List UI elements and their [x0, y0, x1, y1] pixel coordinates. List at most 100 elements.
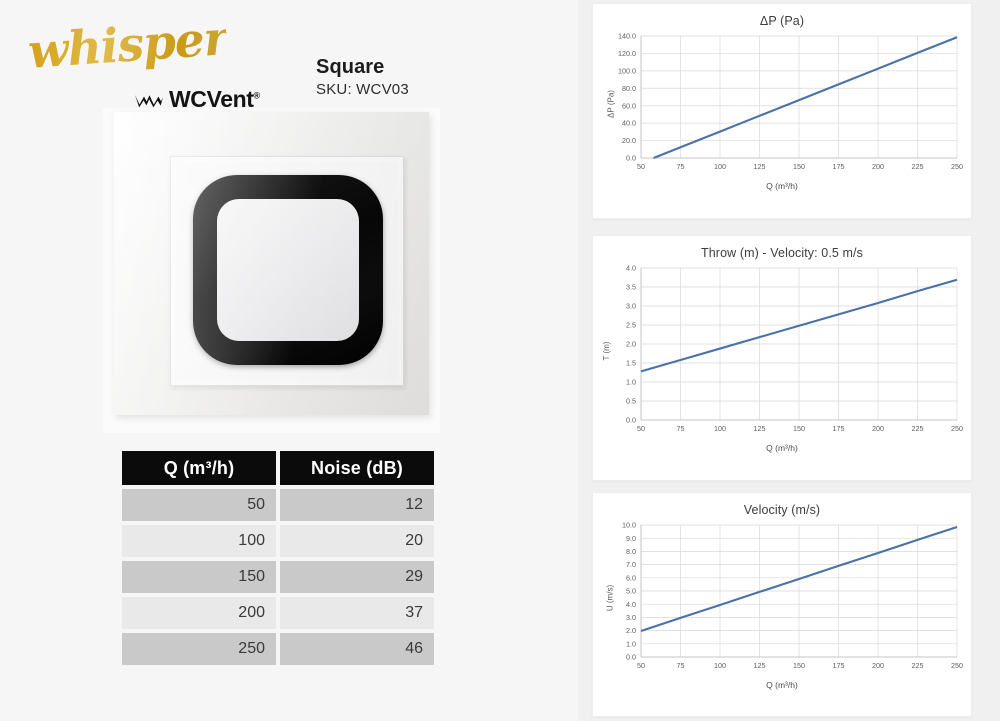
svg-text:50: 50 — [637, 162, 645, 171]
svg-text:225: 225 — [912, 661, 924, 670]
svg-text:175: 175 — [833, 661, 845, 670]
svg-text:100: 100 — [714, 162, 726, 171]
svg-text:50: 50 — [637, 424, 645, 433]
svg-text:250: 250 — [951, 162, 963, 171]
svg-text:2.0: 2.0 — [626, 340, 636, 349]
table-row: 250 46 — [122, 633, 434, 665]
cell-noise: 12 — [280, 489, 434, 521]
svg-text:8.0: 8.0 — [626, 547, 636, 556]
cell-flow: 50 — [122, 489, 276, 521]
svg-text:9.0: 9.0 — [626, 534, 636, 543]
svg-text:40.0: 40.0 — [622, 119, 636, 128]
cell-flow: 150 — [122, 561, 276, 593]
x-axis-label: Q (m³/h) — [766, 443, 798, 453]
svg-text:3.5: 3.5 — [626, 283, 636, 292]
table-row: 150 29 — [122, 561, 434, 593]
svg-text:100: 100 — [714, 424, 726, 433]
svg-text:0.0: 0.0 — [626, 653, 636, 662]
cell-flow: 100 — [122, 525, 276, 557]
product-image — [103, 108, 440, 433]
svg-text:125: 125 — [754, 424, 766, 433]
svg-text:50: 50 — [637, 661, 645, 670]
svg-text:60.0: 60.0 — [622, 101, 636, 110]
svg-text:3.0: 3.0 — [626, 613, 636, 622]
chart-card-velocity: Velocity (m/s) U (m/s) 0.0 1.0 2.0 3.0 4.0 5.… — [592, 492, 972, 717]
brand-script-name: whisper — [26, 11, 230, 80]
svg-text:200: 200 — [872, 162, 884, 171]
x-axis-label: Q (m³/h) — [766, 181, 798, 191]
product-sku: SKU: WCV03 — [316, 81, 409, 98]
svg-text:225: 225 — [912, 162, 924, 171]
svg-text:125: 125 — [754, 661, 766, 670]
svg-text:0.5: 0.5 — [626, 397, 636, 406]
svg-text:4.0: 4.0 — [626, 264, 636, 273]
svg-text:75: 75 — [677, 661, 685, 670]
brand-wordmark-text: WCVent — [169, 86, 254, 112]
svg-text:4.0: 4.0 — [626, 600, 636, 609]
chart-title: Velocity (m/s) — [743, 503, 821, 517]
svg-text:140.0: 140.0 — [618, 32, 636, 41]
y-axis-label: U (m/s) — [605, 584, 615, 612]
svg-text:200: 200 — [872, 424, 884, 433]
svg-text:75: 75 — [677, 424, 685, 433]
svg-text:150: 150 — [793, 162, 805, 171]
svg-text:120.0: 120.0 — [618, 49, 636, 58]
svg-text:225: 225 — [912, 424, 924, 433]
svg-text:125: 125 — [754, 162, 766, 171]
svg-text:150: 150 — [793, 661, 805, 670]
svg-text:0.0: 0.0 — [626, 154, 636, 163]
vent-center-panel — [217, 199, 359, 341]
chart-title: Throw (m) - Velocity: 0.5 m/s — [701, 246, 863, 260]
vent-inner-bezel — [170, 156, 404, 386]
svg-text:80.0: 80.0 — [622, 84, 636, 93]
x-axis-label: Q (m³/h) — [766, 680, 798, 690]
svg-text:6.0: 6.0 — [626, 573, 636, 582]
plot-area: U (m/s) 0.0 1.0 2.0 3.0 4.0 5.0 6.0 7.0 8.0 9.0 10… — [593, 517, 971, 679]
table-header-row: Q (m³/h) Noise (dB) — [122, 451, 434, 485]
svg-text:7.0: 7.0 — [626, 560, 636, 569]
column-header-flow: Q (m³/h) — [122, 451, 276, 485]
cell-flow: 200 — [122, 597, 276, 629]
chart-svg: 0.0 0.5 1.0 1.5 2.0 2.5 3.0 3.5 4.0 50 75 100 125 150… — [626, 264, 963, 433]
cell-noise: 29 — [280, 561, 434, 593]
brand-sub-lockup: WCVent® — [134, 86, 260, 113]
svg-text:250: 250 — [951, 424, 963, 433]
table-row: 100 20 — [122, 525, 434, 557]
vent-face-plate — [114, 112, 429, 415]
brand-wordmark: WCVent® — [169, 86, 260, 113]
table-row: 50 12 — [122, 489, 434, 521]
registered-mark: ® — [253, 90, 261, 101]
charts-panel: ΔP (Pa) ΔP (Pa) 0.0 20.0 40.0 60.0 80.0 100.0… — [578, 0, 1000, 721]
cell-noise: 37 — [280, 597, 434, 629]
cell-noise: 20 — [280, 525, 434, 557]
left-panel: whisper WCVent® Square SKU: WCV03 — [22, 11, 440, 665]
chart-title: ΔP (Pa) — [759, 14, 805, 28]
svg-text:100: 100 — [714, 661, 726, 670]
y-axis-label: ΔP (Pa) — [606, 90, 616, 118]
chart-svg: 0.0 1.0 2.0 3.0 4.0 5.0 6.0 7.0 8.0 9.0 10.0 50 75 10… — [622, 521, 963, 670]
svg-text:1.0: 1.0 — [626, 639, 636, 648]
svg-text:75: 75 — [677, 162, 685, 171]
table-row: 200 37 — [122, 597, 434, 629]
vent-black-ring — [193, 175, 383, 365]
svg-text:1.5: 1.5 — [626, 359, 636, 368]
svg-text:1.0: 1.0 — [626, 378, 636, 387]
cell-flow: 250 — [122, 633, 276, 665]
brand-logo: whisper WCVent® — [22, 11, 272, 112]
column-header-noise: Noise (dB) — [280, 451, 434, 485]
plot-area: T (m) 0.0 0.5 1.0 1.5 2.0 2.5 3.0 3.5 4.0 50 75 100… — [593, 260, 971, 442]
chart-card-pressure-drop: ΔP (Pa) ΔP (Pa) 0.0 20.0 40.0 60.0 80.0 100.0… — [592, 3, 972, 219]
y-axis-label: T (m) — [601, 341, 611, 361]
svg-text:2.5: 2.5 — [626, 321, 636, 330]
svg-text:250: 250 — [951, 661, 963, 670]
svg-text:150: 150 — [793, 424, 805, 433]
plot-area: ΔP (Pa) 0.0 20.0 40.0 60.0 80.0 100.0 120.0 140… — [593, 28, 971, 180]
chart-svg: 0.0 20.0 40.0 60.0 80.0 100.0 120.0 140.0 50 75 10… — [618, 32, 963, 171]
svg-text:5.0: 5.0 — [626, 587, 636, 596]
svg-text:20.0: 20.0 — [622, 136, 636, 145]
svg-text:200: 200 — [872, 661, 884, 670]
svg-text:3.0: 3.0 — [626, 302, 636, 311]
svg-text:2.0: 2.0 — [626, 626, 636, 635]
cell-noise: 46 — [280, 633, 434, 665]
